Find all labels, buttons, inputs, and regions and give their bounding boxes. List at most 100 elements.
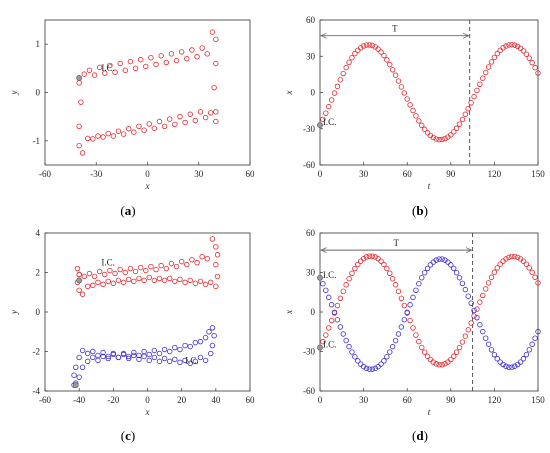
- data-point: [523, 351, 530, 358]
- data-point: [355, 261, 361, 268]
- data-point: [141, 348, 147, 355]
- x-tick-label: -30: [90, 169, 102, 179]
- data-point: [102, 70, 108, 76]
- data-point: [122, 269, 128, 276]
- data-point: [433, 361, 439, 367]
- data-point: [421, 126, 428, 133]
- data-point: [372, 365, 378, 372]
- ic-annotation: I.C.: [101, 258, 115, 268]
- data-point: [117, 266, 123, 273]
- data-point: [161, 346, 168, 353]
- data-point: [132, 268, 139, 275]
- data-point: [331, 309, 338, 315]
- x-tick-label: 0: [318, 169, 323, 179]
- initial-condition-marker: [72, 382, 79, 388]
- data-point: [96, 64, 103, 71]
- data-point: [471, 307, 477, 314]
- data-point: [131, 349, 137, 356]
- data-point: [468, 300, 474, 306]
- data-point: [404, 309, 410, 315]
- data-point: [214, 252, 221, 258]
- period-label: T: [394, 238, 400, 248]
- data-point: [136, 352, 142, 359]
- data-point: [141, 127, 147, 133]
- data-point: [482, 286, 489, 292]
- data-point: [208, 110, 214, 116]
- data-point: [433, 136, 439, 142]
- data-point: [363, 254, 370, 260]
- data-point: [389, 275, 396, 282]
- data-point: [213, 118, 219, 125]
- data-point: [161, 277, 168, 284]
- data-point: [477, 322, 483, 328]
- data-point: [520, 356, 527, 362]
- data-point: [143, 267, 149, 274]
- data-point: [131, 278, 137, 285]
- data-point: [85, 350, 91, 357]
- y-tick-label: 30: [306, 268, 316, 278]
- data-point: [326, 103, 332, 110]
- data-point: [506, 364, 512, 370]
- data-point: [90, 354, 96, 361]
- data-point: [410, 107, 416, 114]
- data-point: [323, 332, 329, 338]
- data-point: [372, 254, 378, 260]
- data-point: [482, 69, 489, 76]
- data-point: [387, 270, 393, 276]
- data-point: [532, 335, 538, 341]
- data-point: [173, 263, 180, 270]
- data-point: [360, 363, 367, 370]
- data-point: [477, 81, 483, 87]
- data-point: [474, 306, 480, 312]
- y-axis-label: x: [284, 91, 294, 96]
- data-point: [192, 339, 199, 346]
- data-point: [214, 273, 221, 280]
- x-tick-label: 60: [403, 395, 413, 405]
- data-point: [506, 42, 512, 48]
- data-point: [194, 54, 200, 60]
- y-tick-label: -4: [33, 386, 41, 396]
- data-point: [148, 263, 154, 270]
- data-point: [389, 67, 396, 73]
- data-point: [168, 260, 175, 267]
- data-point: [343, 282, 349, 288]
- data-point: [172, 121, 178, 128]
- y-axis-label: x: [284, 310, 294, 315]
- data-point: [512, 42, 518, 48]
- data-point: [167, 116, 173, 122]
- data-point: [465, 327, 471, 333]
- data-point: [384, 265, 390, 272]
- data-point: [213, 60, 219, 67]
- data-point: [182, 357, 188, 364]
- series-1: [317, 253, 541, 368]
- data-point: [187, 277, 193, 284]
- ic-annotation: I.C.: [323, 117, 337, 127]
- data-point: [213, 36, 219, 43]
- y-tick-label: 60: [306, 228, 316, 238]
- data-point: [395, 288, 402, 295]
- data-point: [506, 254, 512, 261]
- data-point: [523, 261, 530, 267]
- data-point: [86, 270, 93, 277]
- data-point: [107, 62, 113, 69]
- data-point: [331, 90, 338, 96]
- data-point: [453, 270, 460, 276]
- data-point: [419, 275, 425, 281]
- data-point: [381, 358, 387, 364]
- series-1: [74, 236, 221, 297]
- data-point: [436, 256, 442, 262]
- data-point: [512, 253, 518, 260]
- panel-d: 0 30 60 90 120 150 -60 -30 0 30 60 t x T I.C. I.C. (d): [284, 228, 545, 443]
- data-point: [320, 338, 326, 345]
- data-point: [79, 291, 86, 297]
- data-point: [439, 361, 445, 368]
- data-point: [197, 278, 204, 285]
- data-point: [337, 324, 344, 330]
- data-point: [146, 351, 152, 358]
- y-tick-label: -30: [303, 347, 315, 357]
- data-point: [81, 273, 87, 280]
- y-tick-label: 1: [36, 39, 41, 49]
- data-point: [360, 43, 367, 49]
- data-point: [126, 355, 132, 362]
- data-point: [208, 279, 214, 286]
